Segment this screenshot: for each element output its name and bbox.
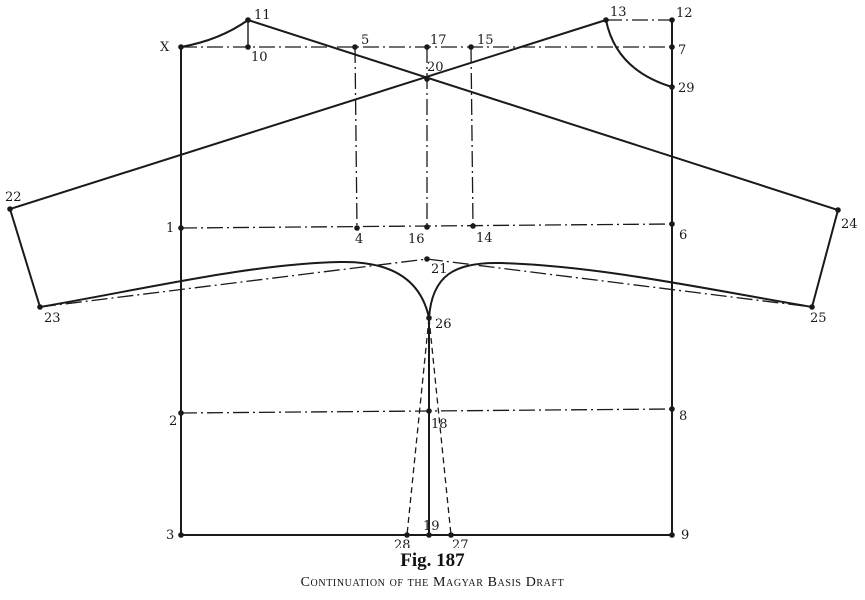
point-16-dot	[424, 224, 430, 230]
point-17-dot	[424, 44, 430, 50]
point-label-11: 11	[254, 8, 271, 23]
point-4-dot	[354, 225, 360, 231]
magyar-draft-diagram: X 1 2 3 4 5 6 7 8 9 10 11 12 13 14 15 16…	[5, 5, 858, 548]
point-x-dot	[178, 44, 184, 50]
point-label-10: 10	[251, 50, 268, 65]
point-6-dot	[669, 221, 675, 227]
point-25-dot	[809, 304, 815, 310]
point-12-dot	[669, 17, 675, 23]
point-label-19: 19	[423, 519, 440, 534]
back-neck-curve	[180, 19, 249, 48]
point-label-28: 28	[394, 538, 411, 548]
point-18-dot	[426, 408, 432, 414]
left-underarm-curve	[39, 260, 430, 319]
point-label-3: 3	[166, 528, 174, 543]
point-markers	[7, 17, 841, 538]
point-5-dot	[352, 44, 358, 50]
dart-left	[406, 317, 430, 536]
point-label-4: 4	[355, 232, 363, 247]
point-20-dot	[424, 76, 430, 82]
point-label-6: 6	[679, 228, 687, 243]
point-label-12: 12	[676, 6, 693, 21]
right-sleeve	[247, 19, 840, 308]
point-label-29: 29	[678, 81, 695, 96]
front-neck-curve	[605, 19, 673, 88]
point-label-27: 27	[452, 538, 469, 548]
draft-lines	[8, 19, 840, 536]
point-7-dot	[669, 44, 675, 50]
right-underarm-guide	[426, 258, 813, 308]
point-11-dot	[245, 17, 251, 23]
point-10-dot	[245, 44, 251, 50]
point-label-24: 24	[841, 217, 858, 232]
point-label-5: 5	[361, 33, 369, 48]
point-2-dot	[178, 410, 184, 416]
point-label-15: 15	[477, 33, 494, 48]
vertical-5-4	[354, 46, 358, 229]
point-22-dot	[7, 206, 13, 212]
point-28-dot	[404, 532, 410, 538]
point-label-21: 21	[431, 262, 448, 277]
point-26-dot	[426, 315, 432, 321]
point-label-x: X	[160, 40, 170, 55]
point-14-dot	[470, 223, 476, 229]
point-label-14: 14	[476, 231, 493, 246]
point-label-8: 8	[679, 409, 687, 424]
point-3-dot	[178, 532, 184, 538]
dart-right	[428, 317, 452, 536]
point-label-13: 13	[610, 5, 627, 20]
point-label-9: 9	[681, 528, 689, 543]
point-29-dot	[669, 84, 675, 90]
point-label-16: 16	[408, 232, 425, 247]
point-label-25: 25	[810, 311, 827, 326]
point-19-dot	[426, 532, 432, 538]
point-24-dot	[835, 207, 841, 213]
point-label-17: 17	[430, 33, 447, 48]
point-27-dot	[448, 532, 454, 538]
point-label-18: 18	[431, 417, 448, 432]
point-label-7: 7	[678, 43, 686, 58]
point-8-dot	[669, 406, 675, 412]
point-23-dot	[37, 304, 43, 310]
point-labels: X 1 2 3 4 5 6 7 8 9 10 11 12 13 14 15 16…	[5, 5, 858, 548]
point-15-dot	[468, 44, 474, 50]
vertical-15-14	[470, 46, 474, 227]
right-underarm-curve	[428, 261, 813, 319]
left-underarm-guide	[39, 258, 428, 308]
point-label-20: 20	[427, 60, 444, 75]
point-13-dot	[603, 17, 609, 23]
point-label-26: 26	[435, 317, 452, 332]
figure-number: Fig. 187	[400, 550, 465, 571]
point-label-23: 23	[44, 311, 61, 326]
point-label-22: 22	[5, 190, 22, 205]
figure-caption: Continuation of the Magyar Basis Draft	[300, 575, 565, 590]
point-label-2: 2	[169, 414, 177, 429]
point-1-dot	[178, 225, 184, 231]
point-21-dot	[424, 256, 430, 262]
point-label-1: 1	[166, 221, 174, 236]
point-9-dot	[669, 532, 675, 538]
